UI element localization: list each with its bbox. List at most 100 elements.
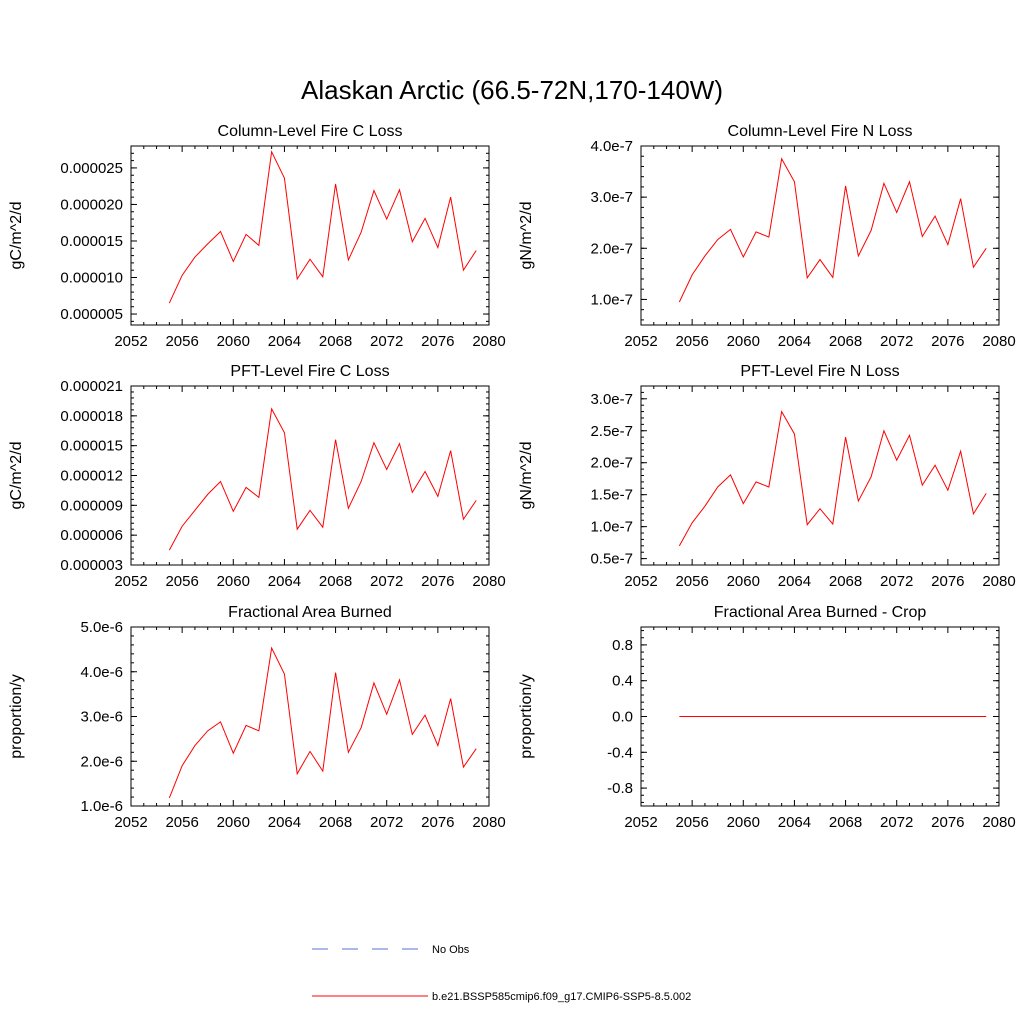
y-tick-label: 0.000018 [60, 408, 123, 425]
y-tick-label: 0.000010 [60, 270, 123, 287]
x-tick-label: 2064 [268, 333, 301, 350]
x-tick-label: 2076 [421, 573, 454, 590]
legend-label-no-obs: No Obs [432, 944, 470, 956]
x-tick-label: 2064 [268, 814, 301, 831]
plot-frame [130, 385, 490, 566]
chart-panel-1: Column-Level Fire C Loss gC/m^2/d 2052 2056… [8, 123, 506, 350]
x-tick-label: 2052 [114, 814, 147, 831]
x-tick-label: 2072 [880, 333, 913, 350]
x-tick-label: 2080 [982, 333, 1015, 350]
y-axis-label: proportion/y [8, 674, 25, 759]
figure-title: Alaskan Arctic (66.5-72N,170-140W) [301, 75, 723, 105]
chart-panel-2: Column-Level Fire N Loss gN/m^2/d 2052 2056… [518, 123, 1016, 350]
x-tick-label: 2064 [778, 333, 811, 350]
x-tick-label: 2080 [472, 814, 505, 831]
y-tick-label: 0.5e-7 [590, 551, 633, 568]
plot-frame [640, 385, 1000, 566]
x-tick-label: 2076 [931, 573, 964, 590]
panel-title: PFT-Level Fire N Loss [740, 363, 899, 380]
x-tick-label: 2060 [727, 573, 760, 590]
x-tick-label: 2052 [114, 333, 147, 350]
plot-frame [640, 145, 1000, 326]
x-tick-label: 2052 [114, 573, 147, 590]
x-tick-label: 2072 [880, 814, 913, 831]
panels: Column-Level Fire C Loss gC/m^2/d 2052 2056… [8, 123, 1016, 831]
legend-label-model: b.e21.BSSP585cmip6.f09_g17.CMIP6-SSP5-8.… [432, 991, 691, 1003]
y-tick-label: 3.0e-7 [590, 391, 633, 408]
x-tick-label: 2080 [982, 814, 1015, 831]
series-line-1 [678, 410, 987, 547]
y-tick-label: 1.0e-7 [590, 291, 633, 308]
x-tick-label: 2056 [675, 573, 708, 590]
x-tick-label: 2060 [217, 573, 250, 590]
x-tick-label: 2072 [370, 573, 403, 590]
x-tick-label: 2064 [778, 573, 811, 590]
y-tick-label: 0.000015 [60, 233, 123, 250]
panel-title: PFT-Level Fire C Loss [230, 363, 389, 380]
y-tick-label: -0.8 [607, 780, 633, 797]
panel-title: Column-Level Fire N Loss [728, 123, 913, 140]
x-tick-label: 2056 [165, 573, 198, 590]
legend: No Obs b.e21.BSSP585cmip6.f09_g17.CMIP6-… [312, 944, 691, 1003]
x-tick-label: 2072 [370, 814, 403, 831]
x-tick-label: 2068 [319, 573, 352, 590]
x-tick-label: 2068 [319, 814, 352, 831]
y-tick-label: 0.4 [612, 673, 633, 690]
y-tick-label: 3.0e-6 [80, 709, 123, 726]
x-tick-label: 2068 [319, 333, 352, 350]
y-axis-label: gN/m^2/d [518, 442, 535, 510]
y-tick-label: 1.5e-7 [590, 487, 633, 504]
y-tick-label: 0.000025 [60, 160, 123, 177]
x-tick-label: 2072 [370, 333, 403, 350]
y-axis-label: gN/m^2/d [518, 202, 535, 270]
y-axis-label: gC/m^2/d [8, 442, 25, 510]
chart-panel-3: PFT-Level Fire C Loss gC/m^2/d 2052 2056 206… [8, 363, 506, 590]
y-tick-label: 0.000015 [60, 438, 123, 455]
y-tick-label: 0.000021 [60, 378, 123, 395]
x-tick-label: 2060 [727, 333, 760, 350]
y-tick-label: -0.4 [607, 744, 633, 761]
y-tick-label: 1.0e-6 [80, 798, 123, 815]
y-tick-label: 0.000020 [60, 196, 123, 213]
y-axis-label: gC/m^2/d [8, 202, 25, 270]
plot-frame [130, 626, 490, 807]
y-tick-label: 2.0e-7 [590, 240, 633, 257]
y-tick-label: 0.000005 [60, 306, 123, 323]
x-tick-label: 2056 [165, 814, 198, 831]
x-tick-label: 2076 [421, 333, 454, 350]
x-tick-label: 2076 [931, 333, 964, 350]
x-tick-label: 2068 [829, 573, 862, 590]
y-tick-label: 5.0e-6 [80, 619, 123, 636]
x-tick-label: 2060 [727, 814, 760, 831]
y-tick-label: 0.0 [612, 709, 633, 726]
plot-frame [130, 145, 490, 326]
y-tick-label: 1.0e-7 [590, 519, 633, 536]
x-tick-label: 2052 [624, 573, 657, 590]
panel-title: Fractional Area Burned - Crop [714, 604, 927, 621]
x-tick-label: 2060 [217, 333, 250, 350]
x-tick-label: 2080 [982, 573, 1015, 590]
y-tick-label: 3.0e-7 [590, 189, 633, 206]
x-tick-label: 2056 [165, 333, 198, 350]
panel-title: Column-Level Fire C Loss [218, 123, 403, 140]
x-tick-label: 2064 [778, 814, 811, 831]
series-line-1 [168, 407, 477, 551]
x-tick-label: 2076 [421, 814, 454, 831]
y-tick-label: 0.000012 [60, 468, 123, 485]
series-line-1 [678, 157, 987, 303]
x-tick-label: 2052 [624, 814, 657, 831]
series-line-1 [168, 646, 477, 799]
y-tick-label: 0.8 [612, 637, 633, 654]
y-tick-label: 0.000006 [60, 527, 123, 544]
x-tick-label: 2068 [829, 333, 862, 350]
y-tick-label: 0.000009 [60, 497, 123, 514]
x-tick-label: 2068 [829, 814, 862, 831]
x-tick-label: 2076 [931, 814, 964, 831]
panel-title: Fractional Area Burned [228, 604, 392, 621]
y-tick-label: 2.0e-7 [590, 455, 633, 472]
y-tick-label: 2.0e-6 [80, 753, 123, 770]
x-tick-label: 2080 [472, 573, 505, 590]
y-axis-label: proportion/y [518, 674, 535, 759]
y-tick-label: 2.5e-7 [590, 423, 633, 440]
